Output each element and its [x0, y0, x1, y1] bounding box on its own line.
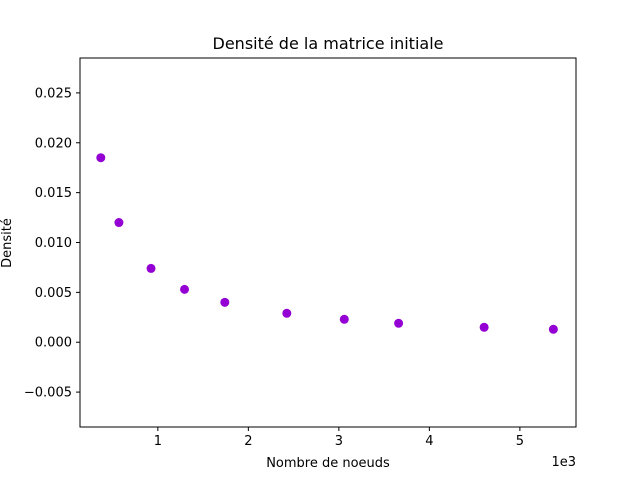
y-tick-label: 0.015 [35, 186, 72, 201]
data-point [114, 218, 124, 228]
y-axis-label: Densité [0, 218, 15, 268]
y-tick-label: 0.010 [35, 236, 72, 251]
data-points [96, 153, 558, 334]
x-tick-label: 3 [335, 434, 343, 449]
data-point [220, 297, 230, 307]
data-point [146, 263, 156, 273]
y-tick-label: 0.025 [35, 86, 72, 101]
chart-title: Densité de la matrice initiale [213, 34, 444, 53]
x-tick-label: 1 [154, 434, 162, 449]
x-tick-label: 4 [425, 434, 433, 449]
x-tick-label: 5 [516, 434, 524, 449]
data-point [339, 314, 349, 324]
data-point [180, 284, 190, 294]
y-tick-label: 0.005 [35, 286, 72, 301]
x-tick-label: 2 [244, 434, 252, 449]
axis-ticks: 1 2 3 4 5 −0.005 0.000 0.005 0.010 0.015 0.020 0.02… [24, 86, 524, 449]
x-axis-label: Nombre de noeuds [266, 456, 390, 471]
y-tick-label: 0.020 [35, 136, 72, 151]
data-point [282, 308, 292, 318]
data-point [548, 324, 558, 334]
x-axis-offset-label: 1e3 [551, 455, 576, 470]
data-point [394, 318, 404, 328]
plot-frame [79, 57, 577, 428]
data-point [479, 322, 489, 332]
y-tick-label: 0.000 [35, 336, 72, 351]
data-point [96, 153, 106, 163]
y-tick-label: −0.005 [24, 386, 72, 401]
